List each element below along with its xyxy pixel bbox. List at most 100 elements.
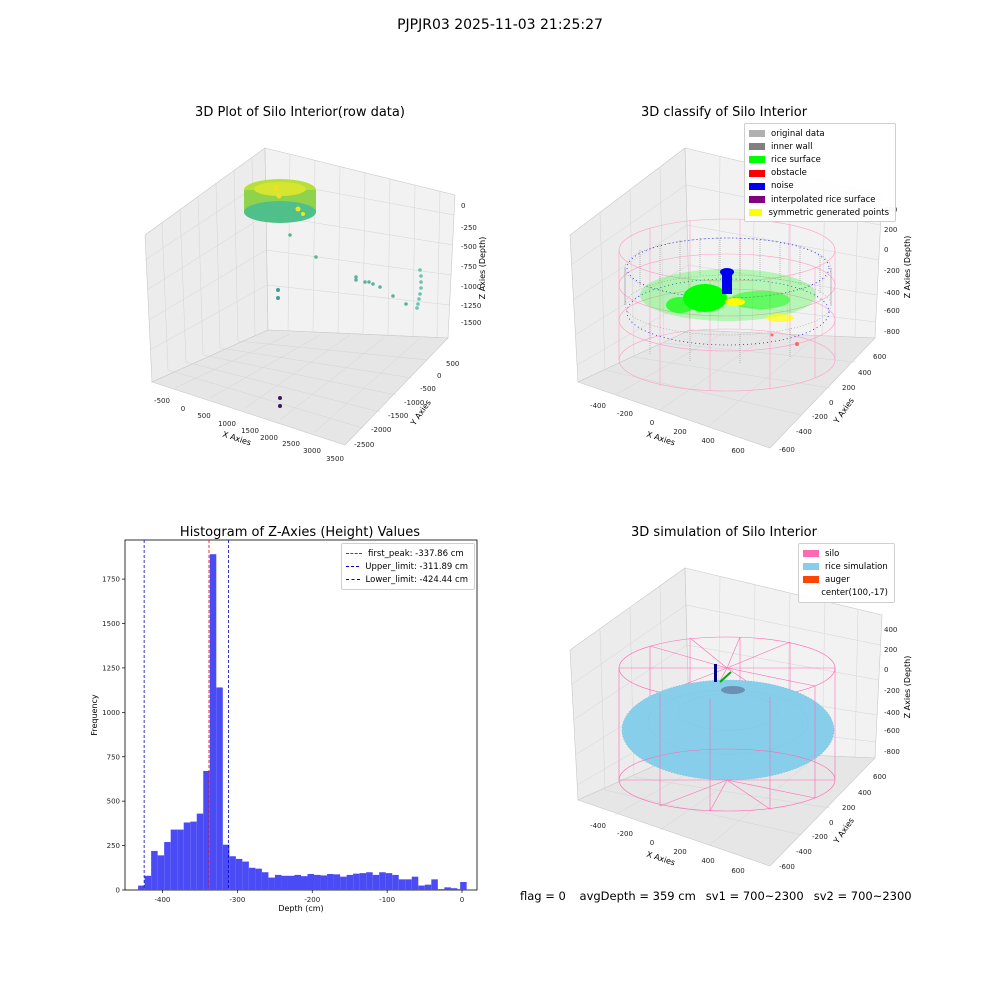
histogram-vlines [143, 540, 229, 890]
legend-item-lower-limit: Lower_limit: -424.44 cm [346, 573, 468, 586]
histogram-bar [216, 687, 223, 890]
histogram-bar [437, 889, 445, 890]
svg-text:-250: -250 [461, 224, 477, 232]
histogram-bar [424, 884, 432, 890]
x-tick-label: -300 [229, 896, 245, 904]
histogram-bar [235, 858, 243, 890]
legend-swatch [803, 550, 819, 558]
panel4-zlabel: Z Axies (Depth) [903, 656, 912, 719]
legend-line [346, 553, 362, 555]
legend-label: first_peak: -337.86 cm [368, 548, 464, 559]
histogram-bars [138, 554, 467, 890]
legend-label: auger [825, 574, 850, 585]
svg-text:-400: -400 [590, 822, 606, 830]
svg-text:3000: 3000 [303, 447, 321, 455]
histogram-bar [222, 844, 230, 890]
legend-line [346, 579, 360, 581]
svg-text:500: 500 [446, 360, 459, 368]
histogram-bar [144, 875, 152, 890]
histogram-bar [327, 874, 334, 890]
panel2-xlabel: X Axies [645, 430, 676, 448]
legend-label: Upper_limit: -311.89 cm [365, 561, 468, 572]
svg-text:0: 0 [181, 405, 185, 413]
panel3-histogram: Histogram of Z-Axies (Height) Values -40… [90, 525, 478, 913]
svg-text:-2000: -2000 [371, 426, 391, 434]
panel2-noise-ring [626, 237, 830, 346]
svg-text:-400: -400 [884, 709, 900, 717]
histogram-bar [379, 872, 386, 890]
panel2-3d-classify: 3D classify of Silo Interior [569, 105, 912, 455]
histogram-bar [190, 821, 197, 890]
histogram-bar [431, 879, 438, 890]
panel4-zticks: 400 200 0 -200 -400 -600 -800 [884, 626, 900, 756]
panel4-title: 3D simulation of Silo Interior [631, 525, 818, 540]
svg-text:0: 0 [884, 246, 888, 254]
histogram-bar [183, 822, 191, 890]
histogram-bar [307, 874, 315, 890]
histogram-xticks: -400 -300 -200 -100 0 [155, 890, 464, 904]
histogram-bar [314, 874, 321, 890]
y-tick-label: 500 [107, 798, 120, 806]
svg-text:3500: 3500 [326, 455, 344, 463]
y-tick-label: 0 [116, 887, 120, 895]
legend-swatch [749, 130, 765, 138]
legend-swatch [749, 143, 765, 151]
histogram-bar [281, 875, 288, 890]
svg-text:400: 400 [701, 857, 714, 865]
legend-label: symmetric generated points [768, 207, 889, 218]
svg-text:-400: -400 [590, 402, 606, 410]
svg-text:-500: -500 [420, 385, 436, 393]
histogram-bar [346, 874, 354, 890]
svg-text:-1250: -1250 [461, 302, 481, 310]
histogram-bar [177, 829, 184, 890]
svg-text:400: 400 [701, 437, 714, 445]
status-sv1: sv1 = 700~2300 [705, 889, 804, 903]
legend-label: Lower_limit: -424.44 cm [365, 574, 468, 585]
status-line: flag = 0 avgDepth = 359 cm sv1 = 700~2300… [520, 889, 922, 903]
svg-text:-200: -200 [617, 410, 633, 418]
legend-item-upper-limit: Upper_limit: -311.89 cm [346, 560, 468, 573]
svg-text:600: 600 [873, 353, 886, 361]
panel1-pane-floor [151, 329, 449, 446]
svg-text:2500: 2500 [282, 440, 300, 448]
y-tick-label: 1750 [102, 576, 120, 584]
histogram-bar [405, 879, 412, 890]
legend-item-inner-wall: inner wall [749, 140, 889, 153]
panel4-rice-simulation [621, 679, 835, 781]
legend-label: interpolated rice surface [771, 194, 876, 205]
y-tick-label: 1000 [102, 709, 120, 717]
svg-text:-600: -600 [884, 307, 900, 315]
svg-text:400: 400 [858, 369, 871, 377]
legend-swatch [749, 196, 765, 204]
histogram-bar [372, 874, 380, 890]
x-tick-label: -400 [155, 896, 171, 904]
svg-text:0: 0 [829, 819, 833, 827]
svg-text:-800: -800 [884, 328, 900, 336]
svg-text:0: 0 [884, 666, 888, 674]
status-avg-depth: avgDepth = 359 cm [579, 889, 696, 903]
panel1-xticks: -500 0 500 1000 1500 2000 2500 3000 3500 [154, 397, 344, 463]
histogram-bar [164, 842, 171, 890]
histogram-bar [203, 770, 210, 890]
panel1-point-cloud [244, 179, 423, 408]
panel2-legend: original data inner wall rice surface ob… [744, 123, 896, 223]
svg-text:1500: 1500 [241, 427, 259, 435]
panel2-zlabel: Z Axies (Depth) [903, 236, 912, 299]
legend-item-center: center(100,-17) [803, 587, 888, 600]
histogram-xlabel: Depth (cm) [278, 904, 323, 913]
svg-text:-800: -800 [884, 748, 900, 756]
panel4-3d-simulation: 3D simulation of Silo Interior [569, 525, 912, 875]
svg-text:600: 600 [731, 447, 744, 455]
legend-label: rice simulation [825, 561, 888, 572]
svg-text:-500: -500 [154, 397, 170, 405]
histogram-bar [229, 856, 236, 890]
svg-text:600: 600 [731, 867, 744, 875]
svg-text:-200: -200 [617, 830, 633, 838]
y-tick-label: 250 [107, 842, 120, 850]
panel3-legend: first_peak: -337.86 cm Upper_limit: -311… [341, 543, 475, 590]
legend-item-symmetric-generated-points: symmetric generated points [749, 206, 889, 219]
status-flag: flag = 0 [520, 889, 566, 903]
histogram-bar [444, 887, 451, 890]
histogram-bar [196, 813, 204, 890]
panel4-ylabel: Y Axies [831, 816, 856, 846]
